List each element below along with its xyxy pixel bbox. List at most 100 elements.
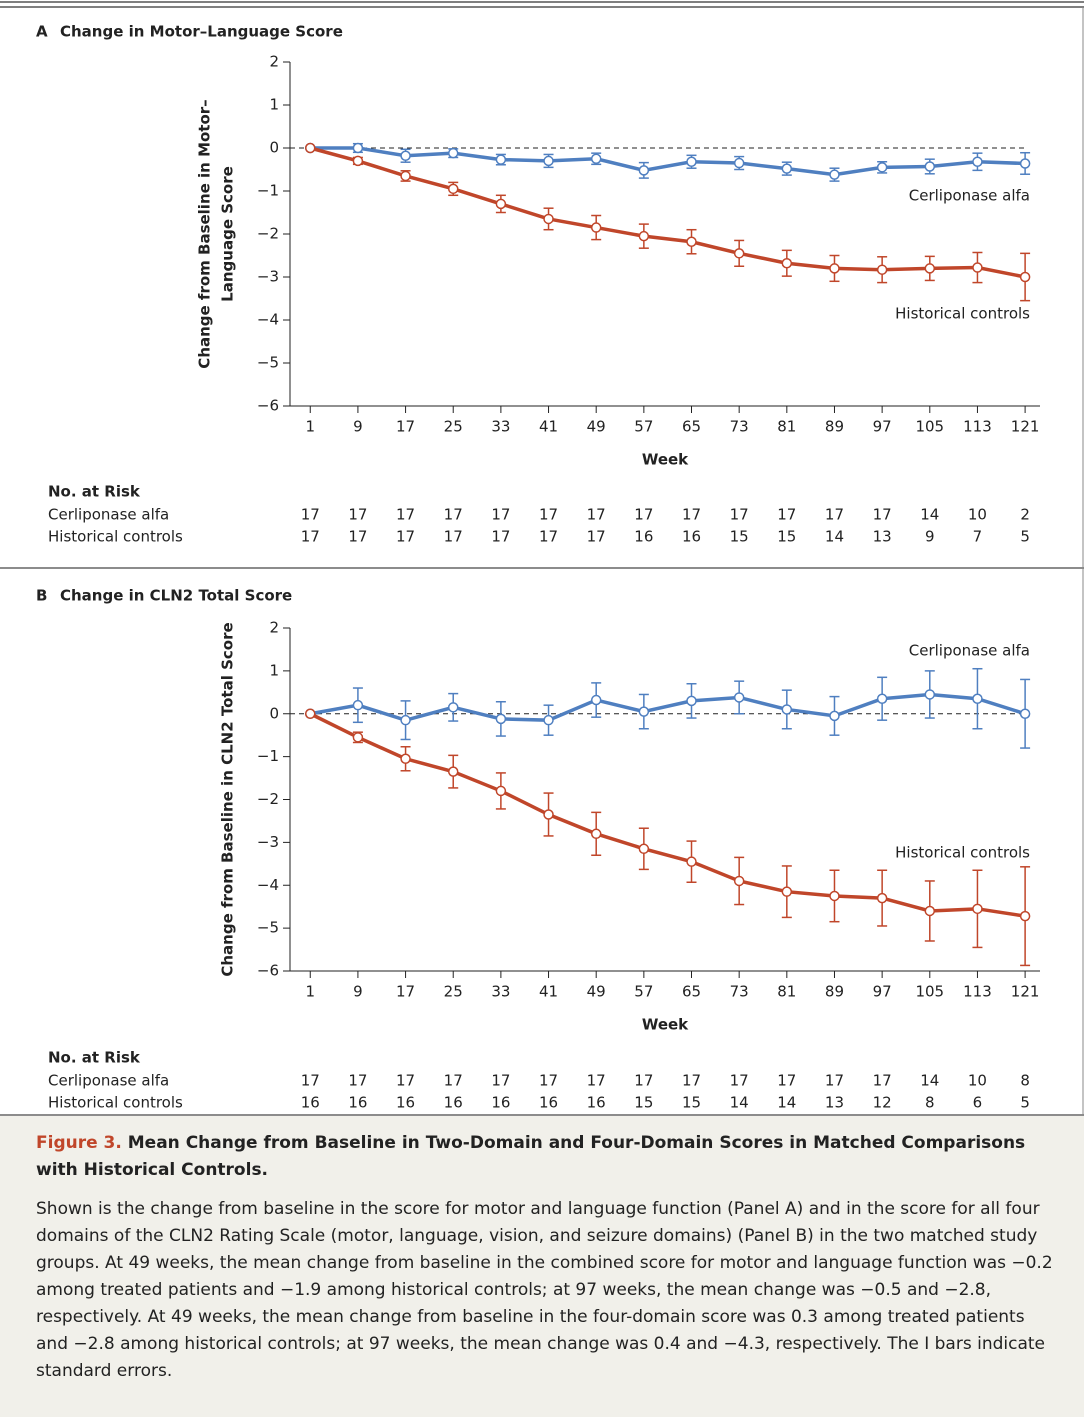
risk-value: 17: [587, 528, 606, 546]
x-tick-label: 33: [491, 983, 510, 1001]
data-point: [638, 230, 650, 242]
risk-value: 16: [539, 1094, 558, 1112]
x-tick-label: 89: [825, 418, 844, 436]
y-axis-label: Change from Baseline in CLN2 Total Score: [219, 622, 237, 976]
x-tick-label: 89: [825, 983, 844, 1001]
risk-value: 17: [539, 506, 558, 524]
risk-row-label: Historical controls: [48, 528, 183, 546]
risk-value: 17: [634, 1072, 653, 1090]
risk-value: 17: [348, 528, 367, 546]
figure: A Change in Motor–Language Score −6 −5 −4 −3 −…: [0, 1, 1084, 1116]
data-point: [972, 156, 983, 168]
risk-value: 17: [777, 1072, 796, 1090]
risk-table-title: No. at Risk: [48, 483, 141, 501]
data-point: [781, 257, 793, 269]
caption-body: Shown is the change from baseline in the…: [36, 1199, 1053, 1381]
risk-value: 16: [491, 1094, 510, 1112]
risk-value: 17: [587, 1072, 606, 1090]
y-tick-label: −2: [257, 225, 279, 243]
data-point: [924, 263, 936, 274]
x-tick-label: 57: [634, 418, 653, 436]
data-point: [400, 714, 411, 726]
risk-value: 17: [491, 1072, 510, 1090]
y-tick-label: 0: [269, 704, 279, 722]
x-tick-label: 41: [539, 983, 558, 1001]
risk-value: 17: [825, 506, 844, 524]
data-point: [543, 714, 554, 726]
data-point: [352, 142, 364, 154]
caption: Figure 3. Mean Change from Baseline in T…: [0, 1116, 1084, 1417]
x-tick-label: 65: [682, 418, 701, 436]
data-point: [543, 213, 554, 225]
data-point: [876, 693, 888, 704]
x-tick-label: 105: [915, 418, 944, 436]
risk-value: 17: [873, 1072, 892, 1090]
risk-value: 14: [730, 1094, 749, 1112]
data-point: [924, 689, 936, 700]
x-tick-label: 1: [305, 983, 315, 1001]
risk-value: 5: [1020, 528, 1030, 546]
risk-value: 15: [777, 528, 796, 546]
data-point: [876, 892, 888, 904]
y-tick-label: 0: [269, 139, 279, 157]
data-point: [972, 903, 983, 915]
data-point: [495, 785, 507, 797]
data-point: [972, 262, 983, 273]
risk-value: 8: [925, 1094, 935, 1112]
y-tick-label: −4: [257, 311, 279, 329]
y-tick-label: −5: [257, 919, 279, 937]
series-line: [310, 146, 1026, 177]
data-point: [400, 170, 411, 182]
risk-value: 16: [301, 1094, 320, 1112]
risk-value: 6: [973, 1094, 983, 1112]
series-line: [309, 712, 1026, 918]
data-point: [829, 710, 840, 722]
x-tick-label: 113: [963, 983, 992, 1001]
data-point: [590, 153, 602, 164]
data-point: [352, 732, 364, 743]
y-tick-label: 2: [269, 619, 279, 637]
series-label: Cerliponase alfa: [909, 187, 1030, 205]
series-label: Cerliponase alfa: [909, 642, 1030, 660]
x-tick-label: 33: [491, 418, 510, 436]
data-point: [447, 766, 459, 777]
x-tick-label: 17: [396, 418, 415, 436]
data-point: [638, 843, 650, 855]
risk-value: 16: [682, 528, 701, 546]
y-tick-label: −6: [257, 397, 279, 415]
data-point: [352, 699, 364, 711]
risk-value: 17: [730, 506, 749, 524]
y-tick-label: −1: [257, 747, 279, 765]
x-tick-label: 17: [396, 983, 415, 1001]
data-point: [733, 875, 745, 887]
data-point: [495, 713, 507, 725]
x-tick-label: 41: [539, 418, 558, 436]
x-tick-label: 73: [730, 983, 749, 1001]
data-point: [305, 708, 316, 719]
y-tick-label: −6: [257, 962, 279, 980]
y-tick-label: 2: [269, 53, 279, 71]
risk-value: 13: [873, 528, 892, 546]
data-point: [638, 706, 650, 717]
risk-value: 17: [301, 506, 320, 524]
data-point: [590, 828, 602, 840]
series-label: Historical controls: [895, 305, 1030, 323]
data-point: [447, 183, 459, 195]
x-tick-label: 113: [963, 418, 992, 436]
risk-value: 16: [587, 1094, 606, 1112]
x-axis-label: Week: [642, 451, 689, 469]
risk-value: 16: [396, 1094, 415, 1112]
y-tick-label: −2: [257, 790, 279, 808]
caption-heading: Mean Change from Baseline in Two-Domain …: [36, 1133, 1026, 1180]
data-point: [829, 263, 840, 274]
panel-label: B: [36, 587, 47, 605]
caption-title: Figure 3. Mean Change from Baseline in T…: [36, 1130, 1054, 1184]
risk-value: 17: [539, 1072, 558, 1090]
data-point: [781, 163, 793, 174]
risk-value: 17: [348, 506, 367, 524]
risk-value: 8: [1020, 1072, 1030, 1090]
x-tick-label: 81: [777, 418, 796, 436]
x-tick-label: 81: [777, 983, 796, 1001]
data-point: [733, 157, 745, 169]
